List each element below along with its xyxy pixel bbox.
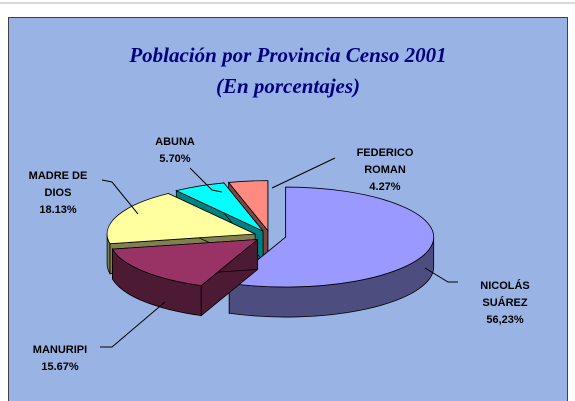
label-name: ABUNA (155, 136, 195, 148)
slice (228, 186, 435, 288)
leader-line (271, 157, 336, 189)
slice (106, 193, 256, 245)
pie (106, 180, 435, 318)
data-label: ABUNA 5.70% (145, 134, 205, 168)
leader-line (189, 167, 223, 193)
data-label: MANURIPI 15.67% (25, 342, 95, 376)
data-label: MADRE DE DIOS 18.13% (23, 168, 93, 219)
data-label: NICOLÁS SUÁREZ 56,23% (474, 278, 536, 329)
chart-title: Población por Provincia Censo 2001 (129, 43, 447, 67)
leader-line (424, 267, 458, 283)
label-value: 18.13% (39, 204, 77, 216)
leaders (100, 157, 458, 348)
slice (111, 238, 259, 287)
label-value: 15.67% (41, 361, 79, 373)
label-value: 56,23% (486, 314, 524, 326)
label-name: FEDERICO ROMAN (356, 147, 414, 176)
slice (227, 180, 269, 232)
label-name: MADRE DE DIOS (28, 170, 88, 199)
label-value: 4.27% (369, 181, 401, 193)
chart-subtitle: (En porcentajes) (215, 74, 361, 98)
label-name: NICOLÁS SUÁREZ (480, 280, 530, 309)
data-label: FEDERICO ROMAN 4.27% (350, 145, 420, 196)
leader-line (101, 179, 139, 215)
leader-line (100, 301, 166, 348)
label-value: 5.70% (159, 153, 191, 165)
label-name: MANURIPI (32, 344, 88, 356)
slice (175, 182, 264, 232)
